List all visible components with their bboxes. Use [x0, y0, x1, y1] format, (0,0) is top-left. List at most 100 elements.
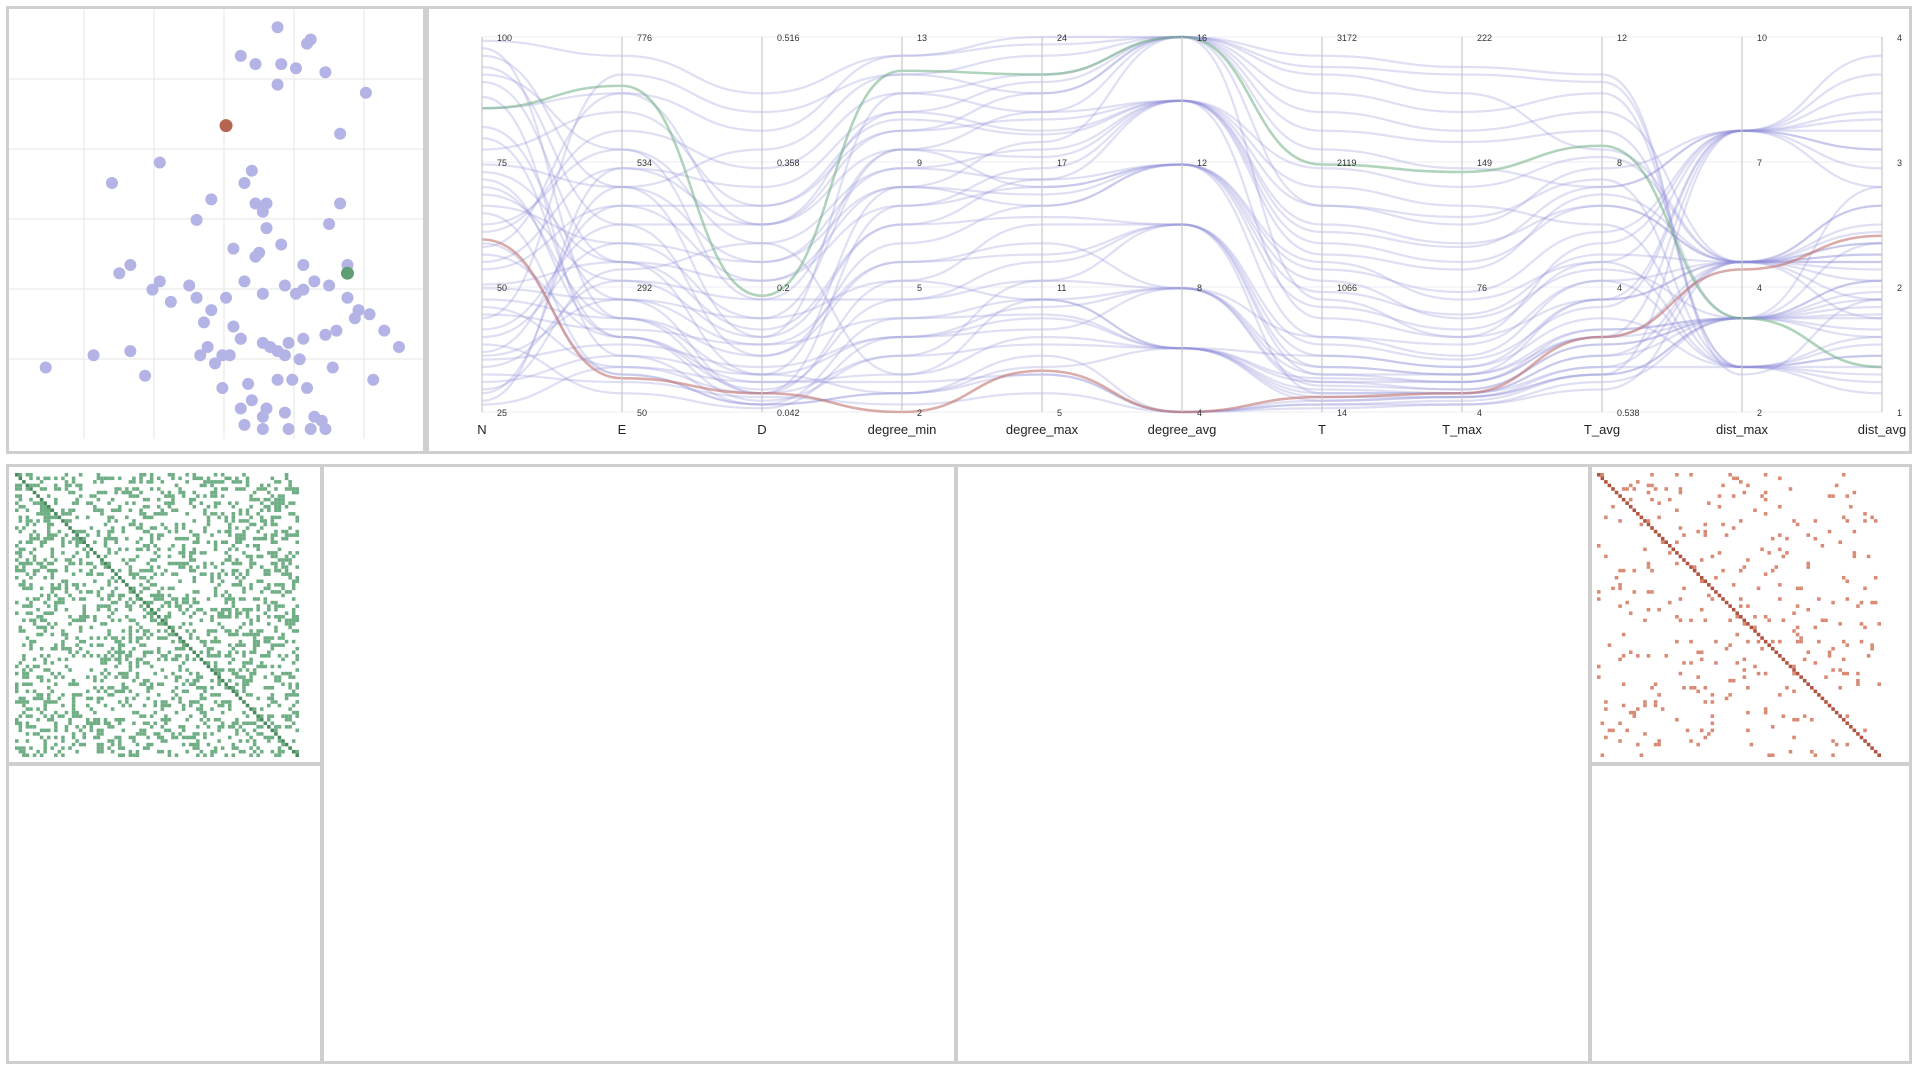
matrix-cell	[210, 707, 214, 711]
matrix-cell	[146, 742, 150, 747]
matrix-cell	[157, 646, 161, 651]
matrix-cell-diagonal	[39, 497, 44, 502]
matrix-cell	[1724, 533, 1729, 537]
matrix-cell	[1735, 661, 1739, 665]
matrix-cell	[185, 678, 189, 683]
matrix-cell	[288, 501, 292, 505]
matrix-cell	[256, 753, 260, 757]
matrix-cell-diagonal	[75, 533, 79, 537]
matrix-cell	[15, 700, 19, 704]
matrix-cell	[107, 593, 111, 598]
matrix-cell	[224, 607, 228, 612]
scatter-point	[319, 423, 332, 435]
matrix-cell	[1806, 565, 1810, 569]
matrix-cell	[274, 700, 278, 704]
matrix-cell-diagonal	[1746, 622, 1750, 626]
matrix-cell	[1660, 707, 1665, 711]
matrix-cell	[295, 490, 299, 495]
matrix-cell	[36, 519, 40, 523]
matrix-cell	[57, 696, 62, 701]
matrix-cell	[46, 536, 51, 541]
scatter-point	[87, 349, 100, 362]
matrix-cell	[249, 618, 253, 623]
pcp-tick-label: 12	[1617, 33, 1627, 43]
matrix-cell	[43, 600, 47, 605]
matrix-cell	[149, 593, 154, 598]
matrix-cell	[125, 675, 129, 679]
matrix-cell	[213, 749, 218, 754]
matrix-cell	[1621, 568, 1626, 573]
matrix-cell	[50, 583, 55, 587]
matrix-cell	[1692, 686, 1697, 690]
matrix-cell	[93, 494, 97, 498]
matrix-cell	[64, 568, 69, 573]
matrix-cell	[291, 597, 296, 601]
matrix-cell	[174, 678, 179, 683]
matrix-cell-diagonal	[1628, 504, 1633, 509]
matrix-cell	[46, 519, 51, 523]
matrix-cell	[270, 646, 275, 651]
matrix-cell	[25, 753, 30, 757]
matrix-cell	[181, 707, 186, 711]
matrix-cell	[199, 607, 204, 612]
matrix-cell	[75, 497, 79, 502]
matrix-cell	[68, 490, 72, 495]
matrix-cell	[1636, 480, 1640, 484]
matrix-cell	[86, 689, 90, 694]
matrix-cell	[1856, 671, 1860, 676]
matrix-cell	[281, 643, 285, 647]
matrix-cell	[160, 480, 165, 484]
matrix-cell-diagonal	[1785, 661, 1789, 665]
matrix-cell	[185, 536, 189, 541]
matrix-cell	[132, 501, 136, 505]
matrix-cell	[32, 501, 37, 505]
matrix-cell	[1714, 661, 1718, 665]
matrix-cell	[107, 597, 111, 601]
matrix-cell	[188, 682, 193, 686]
matrix-cell	[188, 714, 193, 718]
matrix-cell	[188, 551, 193, 555]
matrix-cell	[270, 515, 275, 520]
matrix-cell	[103, 476, 108, 481]
matrix-cell	[220, 607, 225, 612]
matrix-cell	[103, 661, 108, 665]
matrix-cell	[25, 675, 30, 679]
matrix-cell	[259, 487, 264, 491]
matrix-cell	[181, 728, 186, 733]
matrix-cell	[270, 693, 275, 697]
matrix-cell	[174, 508, 179, 513]
matrix-cell	[29, 600, 33, 605]
matrix-cell	[139, 568, 143, 573]
matrix-cell	[267, 622, 271, 626]
matrix-cell	[1827, 494, 1832, 498]
matrix-cell	[1795, 717, 1800, 722]
matrix-cell-diagonal	[57, 515, 62, 520]
matrix-cell	[284, 717, 289, 722]
matrix-cell	[82, 611, 86, 615]
matrix-cell	[107, 604, 111, 608]
matrix-cell	[295, 540, 299, 544]
matrix-cell	[267, 483, 271, 488]
matrix-cell	[82, 654, 86, 658]
matrix-cell	[220, 480, 225, 484]
matrix-cell	[192, 540, 197, 544]
matrix-cell	[82, 725, 86, 729]
matrix-cell	[185, 473, 189, 477]
matrix-cell	[224, 529, 228, 534]
matrix-cell	[54, 558, 58, 562]
matrix-cell	[199, 501, 204, 505]
matrix-cell	[235, 533, 239, 537]
matrix-cell	[15, 568, 19, 573]
matrix-cell	[1813, 625, 1818, 630]
matrix-cell	[61, 739, 65, 743]
matrix-cell	[68, 483, 72, 488]
matrix-cell	[125, 490, 129, 495]
matrix-cell	[174, 600, 179, 605]
matrix-cell	[199, 717, 204, 722]
matrix-cell	[181, 600, 186, 605]
matrix-cell-diagonal	[1866, 742, 1871, 747]
matrix-cell	[25, 700, 30, 704]
matrix-cell	[157, 622, 161, 626]
matrix-cell	[1682, 586, 1686, 591]
matrix-cell	[181, 597, 186, 601]
